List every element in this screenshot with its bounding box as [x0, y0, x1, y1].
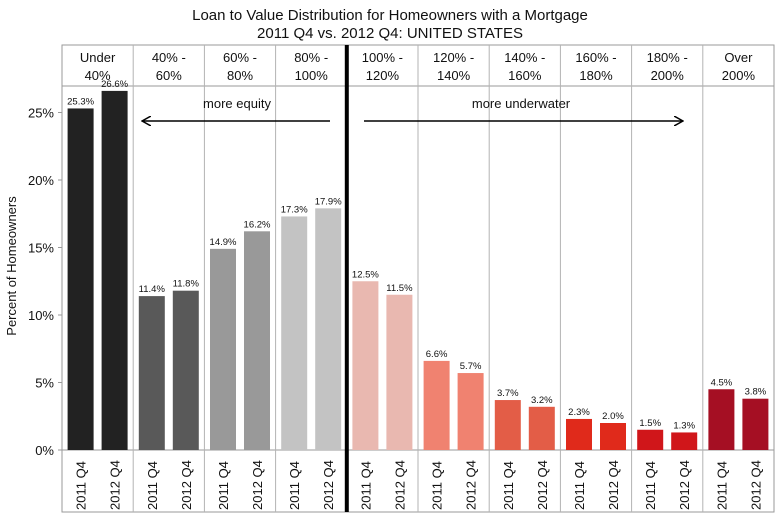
chart-title-line1: Loan to Value Distribution for Homeowner… [192, 7, 588, 24]
bar [386, 294, 413, 450]
bar [671, 432, 698, 450]
bar [637, 429, 664, 450]
plot-area: 0% 5% 10% 15% 20% 25% Under 40% 25.3% 2011 Q4 26.6… [28, 44, 775, 513]
group-header-line1: 140% - [504, 50, 545, 65]
group-header-line2: 100% [295, 68, 329, 83]
annotation-more-underwater: more underwater [472, 96, 571, 111]
bar-value-label: 6.6% [426, 349, 448, 360]
bar [600, 423, 626, 450]
bar [244, 231, 270, 450]
bar-value-label: 11.5% [386, 283, 413, 294]
group-header-line2: 60% [156, 68, 182, 83]
group-header-line2: 40% [85, 68, 111, 83]
y-tick-label: 0% [35, 443, 54, 458]
y-tick-label: 10% [28, 308, 54, 323]
bar-value-label: 1.3% [673, 420, 695, 431]
bar-value-label: 16.2% [244, 219, 271, 230]
bar [352, 281, 379, 450]
group-header-line1: 160% - [575, 50, 616, 65]
group-header-line2: 200% [722, 68, 756, 83]
group-header-line1: 80% - [294, 50, 328, 65]
group-header-line2: 140% [437, 68, 471, 83]
x-tick-label: 2012 Q4 [392, 460, 407, 510]
bar [742, 398, 769, 450]
bar-value-label: 14.9% [210, 237, 237, 248]
bar [494, 400, 521, 450]
y-tick-label: 20% [28, 173, 54, 188]
x-tick-label: 2012 Q4 [748, 460, 763, 510]
x-tick-label: 2011 Q4 [358, 461, 373, 510]
x-tick-label: 2011 Q4 [572, 461, 587, 510]
group-header-line2: 180% [579, 68, 613, 83]
bar [210, 248, 236, 450]
annotation-more-equity: more equity [203, 96, 271, 111]
x-tick-label: 2011 Q4 [643, 461, 658, 510]
x-tick-label: 2012 Q4 [606, 460, 621, 510]
x-tick-label: 2011 Q4 [430, 461, 445, 510]
x-tick-label: 2012 Q4 [179, 460, 194, 510]
x-tick-label: 2011 Q4 [501, 461, 516, 510]
group-header-line2: 80% [227, 68, 253, 83]
bar-value-label: 2.0% [602, 411, 624, 422]
chart-title-line2: 2011 Q4 vs. 2012 Q4: UNITED STATES [257, 25, 523, 42]
group-header-line1: 60% - [223, 50, 257, 65]
group-header-line1: 120% - [433, 50, 474, 65]
bar-value-label: 12.5% [352, 269, 379, 280]
bar-value-label: 1.5% [639, 418, 661, 429]
bar-value-label: 25.3% [67, 96, 94, 107]
x-tick-label: 2012 Q4 [321, 460, 336, 510]
y-tick-label: 25% [28, 106, 54, 121]
bar [457, 373, 484, 450]
bar-value-label: 5.7% [460, 361, 482, 372]
bar-value-label: 17.3% [281, 204, 308, 215]
y-axis-label: Percent of Homeowners [4, 196, 19, 336]
x-tick-label: 2011 Q4 [145, 461, 160, 510]
x-tick-label: 2012 Q4 [677, 460, 692, 510]
group-header-line2: 160% [508, 68, 542, 83]
x-tick-label: 2012 Q4 [464, 460, 479, 510]
y-tick-label: 15% [28, 241, 54, 256]
bar [708, 389, 735, 450]
x-tick-label: 2012 Q4 [535, 460, 550, 510]
bar [566, 418, 592, 450]
bar-value-label: 2.3% [568, 407, 590, 418]
x-tick-label: 2012 Q4 [108, 460, 123, 510]
bar-value-label: 3.2% [531, 395, 553, 406]
bar [281, 216, 308, 450]
bar [172, 290, 199, 450]
group-header-line1: Under [80, 50, 116, 65]
group-header-line1: 180% - [647, 50, 688, 65]
x-tick-label: 2011 Q4 [216, 461, 231, 510]
bar [101, 90, 128, 451]
bar [315, 208, 342, 450]
bar-value-label: 11.4% [139, 284, 166, 295]
x-tick-label: 2012 Q4 [250, 460, 265, 510]
bar-value-label: 3.8% [745, 387, 767, 398]
group-header-line2: 200% [651, 68, 685, 83]
bar-value-label: 11.8% [173, 279, 200, 290]
group-header-line1: 100% - [362, 50, 403, 65]
group-header-line2: 120% [366, 68, 400, 83]
group-header-line1: Over [724, 50, 753, 65]
y-tick-label: 5% [35, 376, 54, 391]
x-tick-label: 2011 Q4 [714, 461, 729, 510]
bar [528, 406, 555, 450]
x-tick-label: 2011 Q4 [287, 461, 302, 510]
group-header-line1: 40% - [152, 50, 186, 65]
bar-value-label: 26.6% [101, 79, 128, 90]
x-tick-label: 2011 Q4 [74, 461, 89, 510]
bar [67, 108, 94, 450]
bar-value-label: 17.9% [315, 196, 342, 207]
bar-value-label: 4.5% [711, 377, 733, 388]
bar [138, 296, 165, 450]
bar-value-label: 3.7% [497, 388, 519, 399]
bar [423, 360, 450, 450]
